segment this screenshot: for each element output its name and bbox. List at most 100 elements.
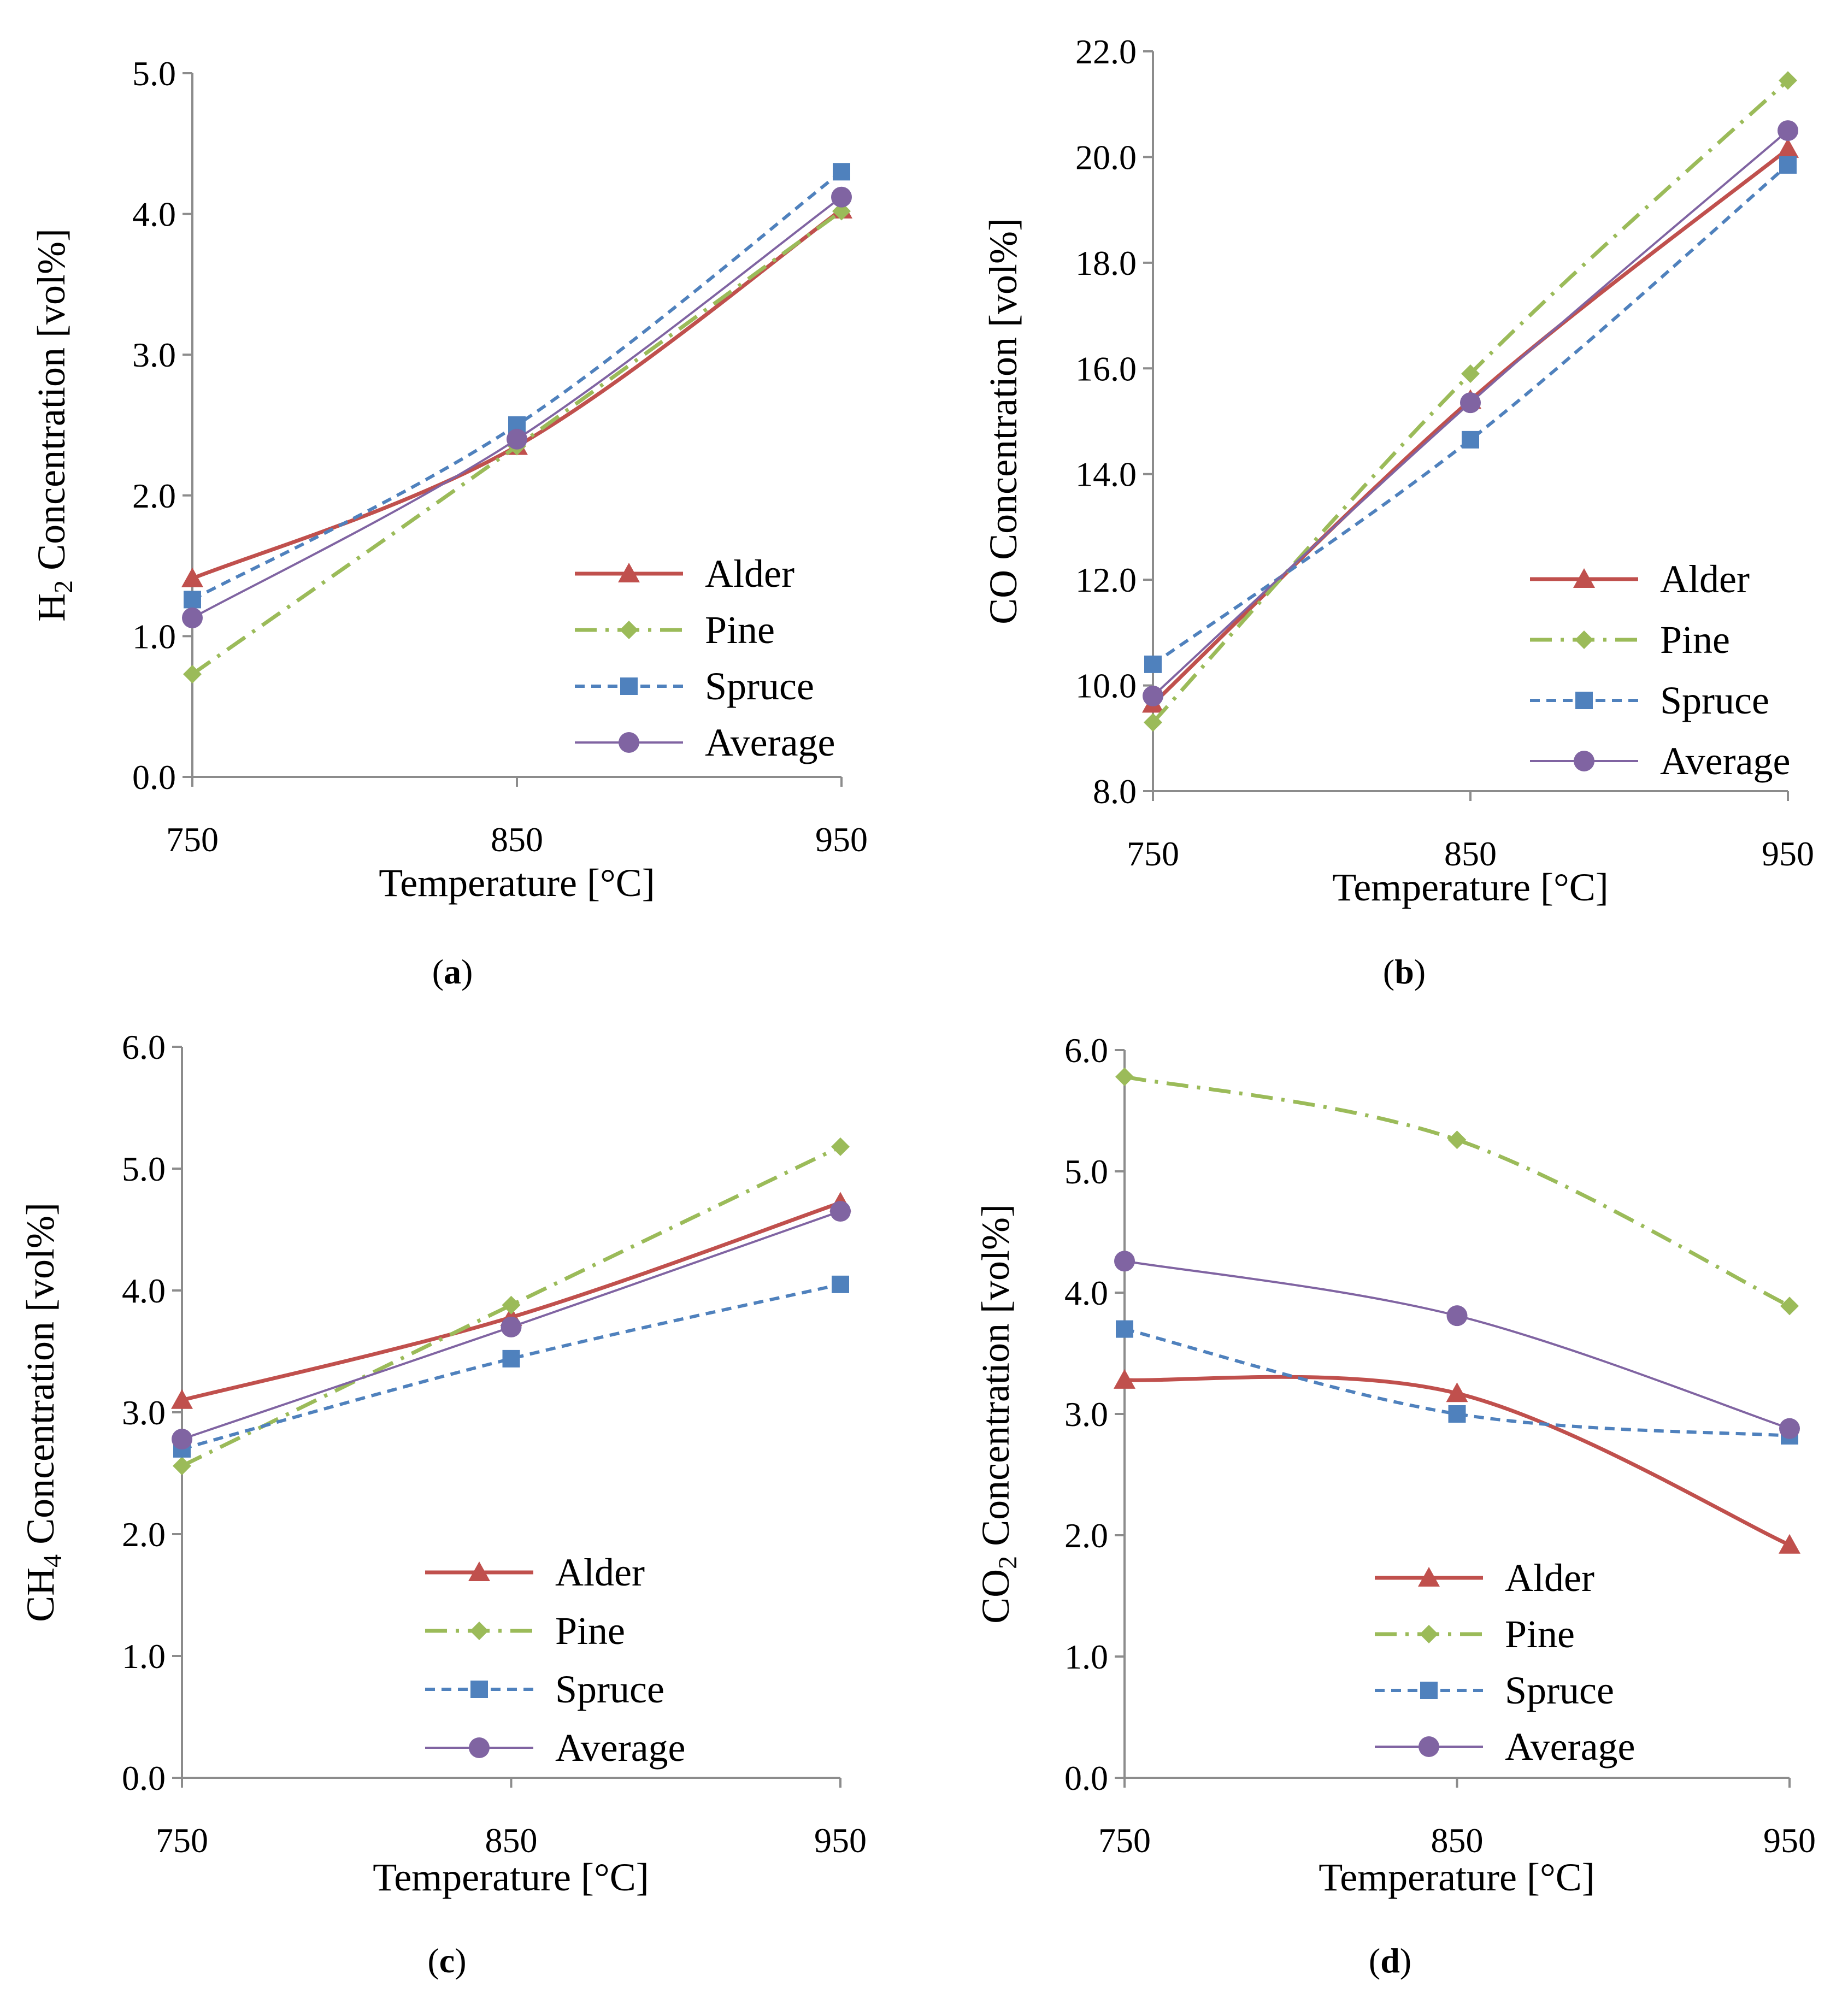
y-tick-label: 14.0 — [1075, 455, 1137, 494]
panel-a: 0.0 1.0 2.0 3.0 4.0 5.0 750 850 950 Temperature [… — [30, 54, 868, 991]
y-tick-label: 1.0 — [122, 1637, 166, 1676]
data-point-average — [182, 607, 203, 628]
series-spruce — [173, 1275, 849, 1458]
data-point-spruce — [832, 1275, 849, 1293]
legend-label-average: Average — [1505, 1725, 1635, 1769]
legend: Alder Pine Spruce Average — [1530, 557, 1791, 783]
y-tick-label: 3.0 — [132, 335, 176, 374]
legend-label-pine: Pine — [1505, 1612, 1575, 1656]
series-alder — [1114, 1369, 1800, 1554]
series-line-spruce — [1124, 1327, 1790, 1437]
x-tick-label: 750 — [1127, 834, 1179, 873]
y-tick-label: 12.0 — [1075, 561, 1137, 599]
data-point-pine — [831, 1137, 850, 1156]
data-point-pine — [832, 202, 851, 221]
panel-caption: (c) — [427, 1941, 466, 1980]
legend-label-spruce: Spruce — [705, 664, 814, 708]
y-tick-label: 6.0 — [1064, 1031, 1108, 1070]
legend-label-alder: Alder — [705, 552, 794, 596]
x-tick-label: 950 — [815, 820, 868, 859]
legend-marker-spruce — [1420, 1682, 1438, 1699]
data-point-pine — [502, 1295, 521, 1315]
series-spruce — [1144, 156, 1797, 673]
legend: Alder Pine Spruce Average — [575, 552, 835, 764]
x-tick-label: 950 — [1763, 1821, 1816, 1860]
y-tick-label: 1.0 — [1064, 1637, 1108, 1676]
x-tick-label: 750 — [166, 820, 219, 859]
legend-label-spruce: Spruce — [555, 1667, 664, 1711]
x-tick-label: 850 — [491, 820, 543, 859]
data-point-pine — [183, 664, 202, 683]
legend-marker-average — [1419, 1736, 1439, 1757]
legend-marker-spruce — [620, 677, 638, 695]
legend-label-pine: Pine — [1660, 618, 1730, 662]
y-tick-label: 18.0 — [1075, 244, 1137, 282]
y-axis-label: CO2 Concentration [vol%] — [974, 1204, 1022, 1624]
y-tick-label: 6.0 — [122, 1028, 166, 1066]
x-tick-label: 750 — [156, 1821, 208, 1860]
legend-label-average: Average — [1660, 739, 1791, 783]
series-average — [172, 1201, 851, 1450]
y-tick-label: 16.0 — [1075, 349, 1137, 388]
panel-c: 0.0 1.0 2.0 3.0 4.0 5.0 6.0 750 850 950 Temperatur… — [19, 1028, 867, 1980]
series-pine — [1115, 1067, 1799, 1316]
legend-marker-alder — [1573, 568, 1595, 588]
x-tick-label: 950 — [1762, 834, 1814, 873]
legend-marker-pine — [620, 621, 638, 639]
data-point-alder — [1446, 1382, 1468, 1402]
data-point-average — [1460, 392, 1481, 414]
legend: Alder Pine Spruce Average — [1375, 1556, 1635, 1769]
series-line-spruce — [181, 1282, 841, 1451]
data-point-pine — [1780, 1296, 1799, 1316]
series-average — [182, 186, 852, 628]
data-point-alder — [181, 567, 203, 587]
y-tick-label: 22.0 — [1075, 32, 1137, 71]
y-tick-label: 0.0 — [1064, 1759, 1108, 1797]
data-point-alder — [1779, 1534, 1800, 1554]
data-point-spruce — [1144, 655, 1162, 673]
legend-label-pine: Pine — [555, 1609, 625, 1653]
data-point-average — [1778, 120, 1798, 142]
x-axis-label: Temperature [°C] — [379, 861, 655, 905]
legend-marker-spruce — [1575, 692, 1593, 709]
panel-caption: (d) — [1369, 1941, 1411, 1980]
data-point-alder — [1777, 138, 1799, 158]
series-line-alder — [191, 208, 843, 581]
legend: Alder Pine Spruce Average — [425, 1551, 686, 1770]
x-tick-label: 950 — [814, 1821, 867, 1860]
y-tick-label: 2.0 — [132, 476, 176, 515]
data-point-average — [507, 428, 527, 450]
x-axis-label: Temperature [°C] — [1332, 865, 1609, 909]
series-average — [1114, 1251, 1800, 1439]
y-tick-label: 4.0 — [132, 195, 176, 234]
legend-marker-pine — [470, 1622, 489, 1640]
series-pine — [173, 1137, 850, 1476]
data-point-spruce — [502, 1349, 520, 1368]
y-tick-label: 2.0 — [1064, 1516, 1108, 1555]
legend-label-alder: Alder — [555, 1551, 645, 1594]
panel-d: 0.0 1.0 2.0 3.0 4.0 5.0 6.0 750 850 950 Temperatur… — [974, 1031, 1816, 1980]
y-axis-label: CO Concentration [vol%] — [981, 218, 1025, 624]
y-tick-label: 1.0 — [132, 617, 176, 656]
y-tick-label: 3.0 — [122, 1393, 166, 1432]
series-pine — [1144, 71, 1797, 732]
series-line-spruce — [1152, 163, 1789, 666]
legend-label-average: Average — [705, 721, 835, 764]
legend-marker-pine — [1420, 1625, 1438, 1643]
series-average — [1143, 120, 1798, 706]
series-line-average — [1124, 1260, 1790, 1430]
data-point-spruce — [833, 163, 850, 181]
data-point-pine — [1461, 364, 1480, 383]
data-point-spruce — [1116, 1320, 1133, 1338]
data-point-alder — [171, 1389, 193, 1409]
x-tick-label: 850 — [1431, 1821, 1484, 1860]
panel-b: 8.0 10.0 12.0 14.0 16.0 18.0 20.0 22.0 750 850 950… — [981, 32, 1814, 991]
y-axis-label: H2 Concentration [vol%] — [30, 228, 78, 622]
legend-marker-alder — [468, 1561, 490, 1581]
legend-marker-average — [1574, 751, 1594, 771]
panel-caption: (a) — [432, 952, 473, 991]
data-point-average — [830, 1201, 851, 1222]
y-tick-label: 4.0 — [1064, 1274, 1108, 1312]
x-tick-label: 750 — [1098, 1821, 1151, 1860]
